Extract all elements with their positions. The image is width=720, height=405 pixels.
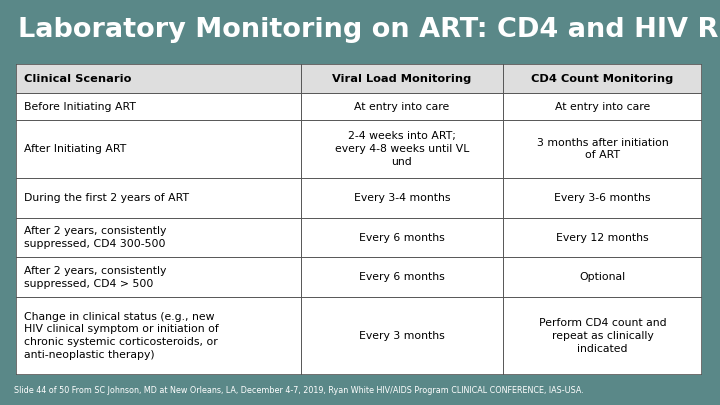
Bar (16, 258, 702, 297)
Text: Clinical Scenario: Clinical Scenario (24, 74, 132, 84)
Text: At entry into care: At entry into care (354, 102, 449, 112)
Text: 3 months after initiation
of ART: 3 months after initiation of ART (536, 138, 668, 160)
Bar (16, 297, 702, 375)
Text: Slide 44 of 50 From SC Johnson, MD at New Orleans, LA, December 4-7, 2019, Ryan : Slide 44 of 50 From SC Johnson, MD at Ne… (14, 386, 584, 395)
Text: During the first 2 years of ART: During the first 2 years of ART (24, 193, 189, 203)
Text: At entry into care: At entry into care (555, 102, 650, 112)
Text: After 2 years, consistently
suppressed, CD4 > 500: After 2 years, consistently suppressed, … (24, 266, 166, 289)
Bar (16, 218, 702, 258)
Text: 2-4 weeks into ART;
every 4-8 weeks until VL
und: 2-4 weeks into ART; every 4-8 weeks unti… (335, 131, 469, 167)
Text: Every 6 months: Every 6 months (359, 272, 445, 282)
Text: Every 3-4 months: Every 3-4 months (354, 193, 450, 203)
Bar (16, 64, 702, 93)
Bar (16, 93, 702, 120)
Text: Every 6 months: Every 6 months (359, 232, 445, 243)
Text: Change in clinical status (e.g., new
HIV clinical symptom or initiation of
chron: Change in clinical status (e.g., new HIV… (24, 312, 219, 360)
Text: CD4 Count Monitoring: CD4 Count Monitoring (531, 74, 674, 84)
Text: Every 12 months: Every 12 months (556, 232, 649, 243)
Text: Optional: Optional (580, 272, 626, 282)
Text: Every 3-6 months: Every 3-6 months (554, 193, 651, 203)
Bar (16, 178, 702, 218)
Text: After Initiating ART: After Initiating ART (24, 144, 126, 154)
Text: Before Initiating ART: Before Initiating ART (24, 102, 136, 112)
Text: Laboratory Monitoring on ART: CD4 and HIV RNA: Laboratory Monitoring on ART: CD4 and HI… (18, 17, 720, 43)
Bar (16, 120, 702, 178)
Text: After 2 years, consistently
suppressed, CD4 300-500: After 2 years, consistently suppressed, … (24, 226, 166, 249)
Text: Perform CD4 count and
repeat as clinically
indicated: Perform CD4 count and repeat as clinical… (539, 318, 666, 354)
Text: Viral Load Monitoring: Viral Load Monitoring (332, 74, 472, 84)
Text: Every 3 months: Every 3 months (359, 331, 445, 341)
